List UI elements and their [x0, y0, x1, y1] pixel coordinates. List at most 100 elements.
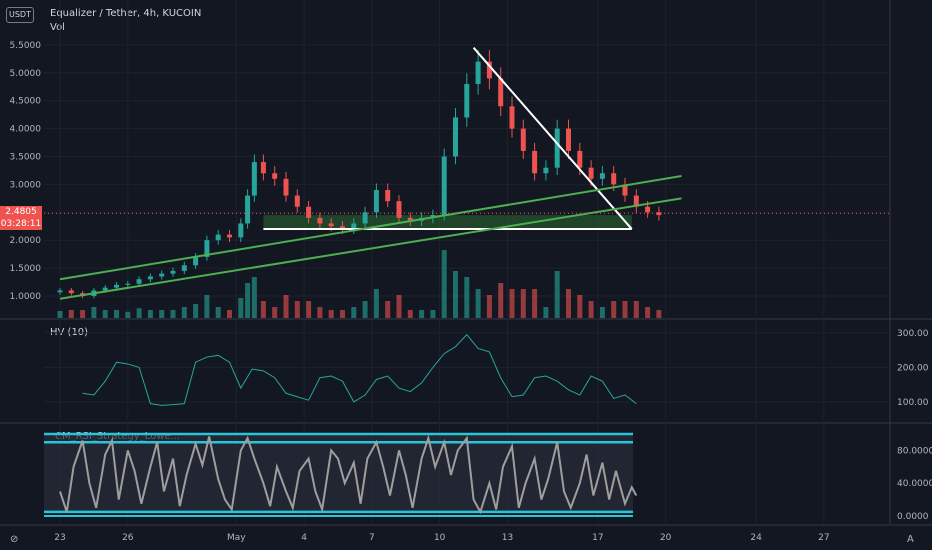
- volume-bar: [181, 307, 187, 318]
- candle-body: [227, 234, 232, 238]
- candle-body: [136, 279, 142, 284]
- volume-bar: [260, 301, 266, 318]
- candle-body: [577, 150, 583, 168]
- x-tick-label: 23: [54, 533, 65, 543]
- upper-channel-line: [59, 175, 682, 281]
- candle-body: [622, 184, 628, 196]
- volume-bar: [486, 295, 492, 318]
- y-tick-label: 2.0000: [10, 236, 42, 246]
- volume-bar: [245, 283, 251, 318]
- candle-body: [159, 273, 165, 277]
- volume-bar: [170, 310, 176, 318]
- candle-body: [204, 240, 210, 257]
- candle-body: [588, 167, 594, 179]
- candle-body: [611, 173, 617, 185]
- volume-bar: [57, 311, 63, 318]
- candle-body: [251, 162, 257, 196]
- y-tick-label: 0.0000: [897, 512, 929, 522]
- volume-bar: [656, 310, 662, 318]
- volume-bar: [251, 277, 257, 318]
- volume-bar: [396, 295, 402, 318]
- rsi-fill: [44, 434, 633, 512]
- candle-body: [554, 128, 560, 168]
- volume-bar: [351, 307, 357, 318]
- candle-body: [475, 61, 481, 84]
- volume-bar: [317, 307, 323, 318]
- volume-bar: [193, 304, 199, 318]
- currency-badge[interactable]: USDT: [6, 7, 34, 23]
- volume-bar: [554, 271, 560, 318]
- candle-body: [498, 78, 504, 107]
- candle-body: [464, 83, 470, 118]
- candle-body: [114, 284, 119, 288]
- x-tick-label: 26: [122, 533, 134, 543]
- volume-bar: [340, 310, 345, 318]
- volume-bar: [136, 308, 142, 318]
- candle-body: [238, 223, 244, 238]
- timezone-icon[interactable]: ⊘: [10, 534, 19, 545]
- candle-body: [294, 195, 300, 207]
- volume-bar: [566, 289, 571, 318]
- volume-bar: [430, 310, 436, 318]
- candle-body: [351, 223, 357, 230]
- volume-bar: [509, 289, 515, 318]
- volume-bar: [441, 250, 447, 318]
- volume-bar: [633, 301, 639, 318]
- candle-body: [340, 226, 345, 230]
- y-tick-label: 5.5000: [10, 41, 42, 51]
- volume-bar: [227, 310, 232, 318]
- candle-body: [272, 173, 278, 179]
- volume-bar: [272, 307, 278, 318]
- y-tick-label: 4.0000: [10, 125, 42, 135]
- last-price-marker: 2.4805 03:28:11: [0, 206, 42, 230]
- y-tick-label: 4.5000: [10, 97, 42, 107]
- candle-body: [645, 206, 651, 213]
- volume-bar: [91, 307, 97, 318]
- candle-body: [520, 128, 526, 151]
- volume-bar: [532, 289, 538, 318]
- volume-bar: [599, 307, 605, 318]
- candle-body: [215, 234, 221, 241]
- candle-body: [328, 223, 334, 227]
- x-tick-label: 10: [434, 533, 446, 543]
- lower-channel-line: [59, 197, 682, 300]
- volume-bar: [622, 301, 628, 318]
- volume-bar: [577, 295, 583, 318]
- x-tick-label: 20: [660, 533, 672, 543]
- volume-bar: [159, 310, 165, 318]
- volume-bar: [238, 298, 244, 318]
- volume-bar: [611, 301, 617, 318]
- candle-body: [317, 217, 323, 224]
- volume-bar: [68, 310, 74, 318]
- candle-body: [656, 212, 662, 216]
- volume-bar: [543, 307, 549, 318]
- countdown: 03:28:11: [0, 219, 42, 229]
- volume-bar: [373, 289, 379, 318]
- volume-bar: [306, 301, 312, 318]
- candle-body: [453, 117, 458, 157]
- volume-bar: [204, 295, 210, 318]
- candle-body: [633, 195, 639, 207]
- x-tick-label: May: [227, 533, 246, 543]
- candle-body: [125, 283, 131, 285]
- candle-body: [441, 156, 447, 216]
- y-tick-label: 5.0000: [10, 69, 42, 79]
- candle-body: [362, 212, 368, 224]
- volume-bar: [385, 301, 391, 318]
- volume-bar: [125, 311, 131, 318]
- candle-body: [102, 287, 108, 291]
- volume-bar: [464, 277, 470, 318]
- candle-body: [509, 106, 515, 129]
- candle-body: [283, 178, 289, 196]
- y-tick-label: 3.0000: [10, 180, 42, 190]
- volume-bar: [283, 295, 289, 318]
- candle-body: [245, 195, 251, 224]
- chart-title: Equalizer / Tether, 4h, KUCOIN: [50, 8, 202, 19]
- candle-body: [543, 167, 549, 174]
- auto-scale-button[interactable]: A: [907, 534, 914, 545]
- candle-body: [68, 290, 74, 294]
- volume-bar: [215, 307, 221, 318]
- last-price: 2.4805: [5, 207, 37, 217]
- candle-body: [396, 201, 402, 218]
